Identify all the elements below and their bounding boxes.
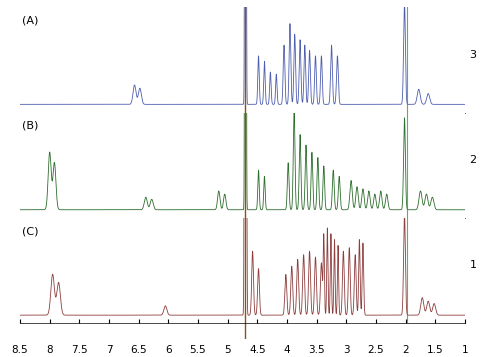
Text: 3: 3 [470, 50, 476, 60]
Text: 2: 2 [470, 155, 476, 165]
Text: (A): (A) [22, 16, 38, 26]
Text: (C): (C) [22, 226, 38, 236]
Text: 1: 1 [470, 260, 476, 270]
Text: (B): (B) [22, 121, 38, 131]
